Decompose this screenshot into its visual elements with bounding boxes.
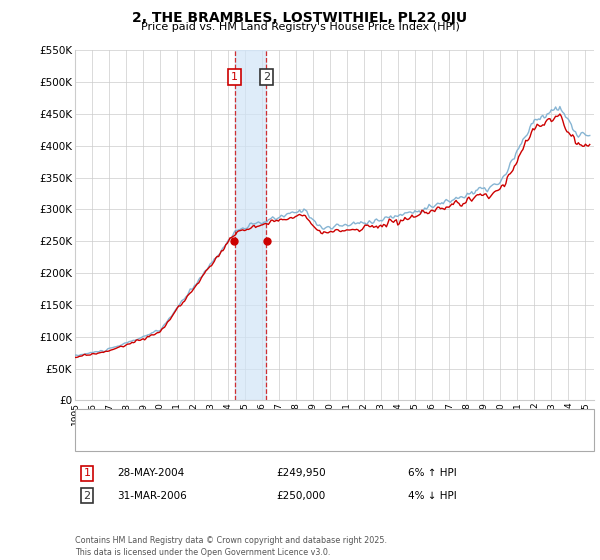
Text: £250,000: £250,000 xyxy=(276,491,325,501)
Text: 2: 2 xyxy=(83,491,91,501)
Text: Price paid vs. HM Land Registry's House Price Index (HPI): Price paid vs. HM Land Registry's House … xyxy=(140,22,460,32)
Text: —: — xyxy=(86,433,101,448)
Text: £249,950: £249,950 xyxy=(276,468,326,478)
Text: 4% ↓ HPI: 4% ↓ HPI xyxy=(408,491,457,501)
Text: HPI: Average price, detached house, Cornwall: HPI: Average price, detached house, Corn… xyxy=(113,435,336,445)
Text: —: — xyxy=(86,414,101,429)
Text: 1: 1 xyxy=(231,72,238,82)
Text: 31-MAR-2006: 31-MAR-2006 xyxy=(117,491,187,501)
Text: 1: 1 xyxy=(83,468,91,478)
Text: 28-MAY-2004: 28-MAY-2004 xyxy=(117,468,184,478)
Text: 6% ↑ HPI: 6% ↑ HPI xyxy=(408,468,457,478)
Text: 2, THE BRAMBLES, LOSTWITHIEL, PL22 0JU: 2, THE BRAMBLES, LOSTWITHIEL, PL22 0JU xyxy=(133,11,467,25)
Text: Contains HM Land Registry data © Crown copyright and database right 2025.
This d: Contains HM Land Registry data © Crown c… xyxy=(75,536,387,557)
Text: 2, THE BRAMBLES, LOSTWITHIEL, PL22 0JU (detached house): 2, THE BRAMBLES, LOSTWITHIEL, PL22 0JU (… xyxy=(113,417,410,426)
Text: 2: 2 xyxy=(263,72,270,82)
Bar xyxy=(235,50,266,400)
